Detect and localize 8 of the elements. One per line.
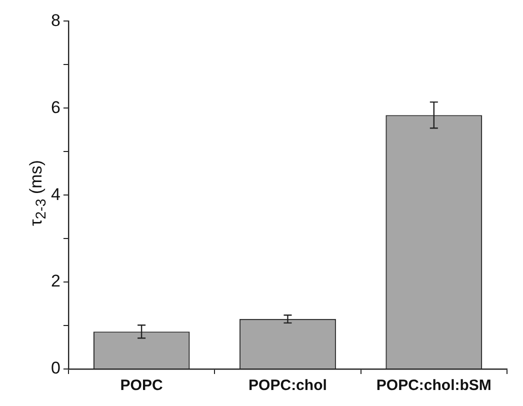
y-tick-label: 0 — [50, 358, 60, 378]
y-tick-label: 2 — [50, 272, 60, 291]
x-tick-label: POPC — [120, 377, 163, 394]
y-tick-label: 4 — [50, 184, 60, 204]
x-tick-label: POPC:chol:bSM — [376, 377, 492, 394]
y-tick-label: 6 — [50, 98, 60, 117]
x-tick-label: POPC:chol — [248, 377, 327, 394]
y-tick-label: 8 — [50, 10, 60, 30]
